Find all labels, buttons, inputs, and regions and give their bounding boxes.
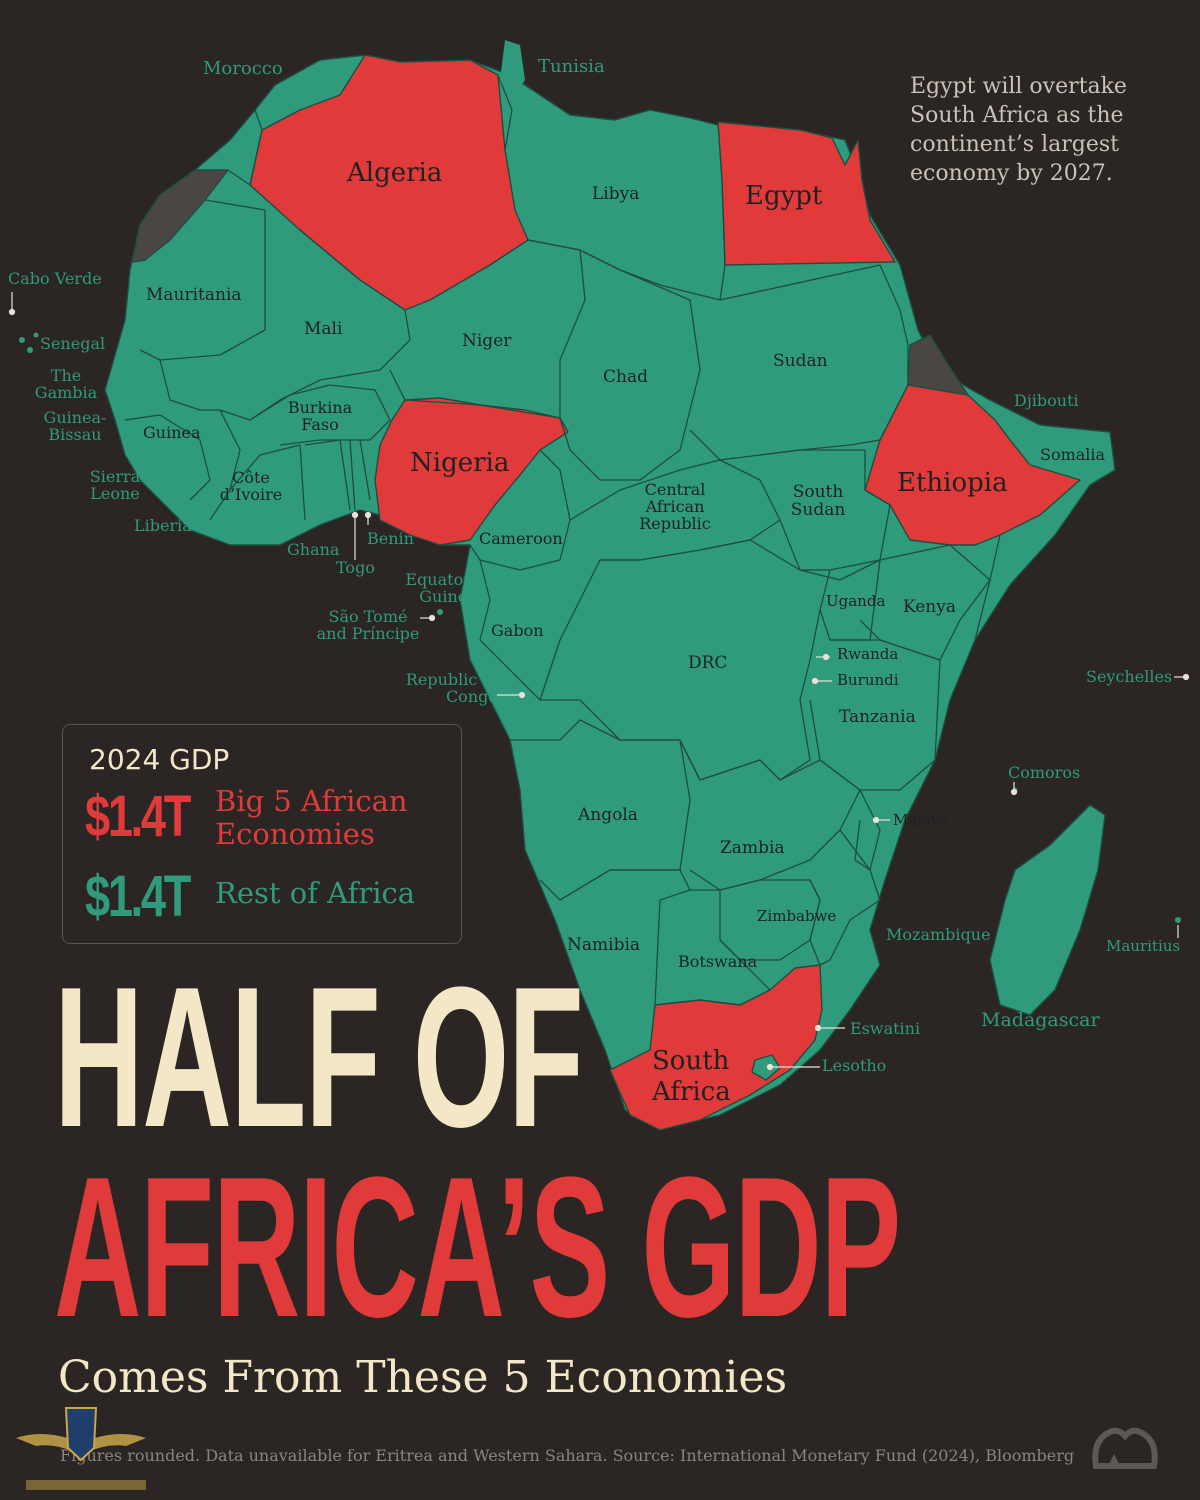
headline-line1: HALF OF bbox=[54, 946, 584, 1169]
label-zimbabwe: Zimbabwe bbox=[757, 907, 837, 925]
border-niger bbox=[389, 239, 586, 419]
label-rwanda: Rwanda bbox=[837, 645, 899, 663]
nigeria-shape bbox=[374, 397, 569, 546]
border-morocco bbox=[227, 109, 263, 186]
label-drc: DRC bbox=[688, 653, 728, 673]
legend-big5-line1: Big 5 African bbox=[215, 784, 408, 818]
label-seychelles: Seychelles bbox=[1086, 667, 1173, 686]
label-chad: Chad bbox=[603, 367, 648, 387]
label-benin: Benin bbox=[367, 529, 414, 548]
border-namibia bbox=[559, 869, 691, 1006]
border-zimbabwe bbox=[719, 879, 821, 961]
footer-source: Figures rounded. Data unavailable for Er… bbox=[60, 1446, 1075, 1465]
tunisia-coast bbox=[500, 40, 525, 100]
lesotho-shape bbox=[751, 1054, 781, 1081]
label-egypt: Egypt bbox=[745, 181, 823, 211]
label-lesotho: Lesotho bbox=[822, 1056, 887, 1075]
label-namibia: Namibia bbox=[567, 935, 641, 955]
label-south-africa: South Africa bbox=[652, 1046, 731, 1108]
label-kenya: Kenya bbox=[903, 597, 956, 617]
label-cabo-verde: Cabo Verde bbox=[8, 269, 102, 288]
label-sao-tome: São Tomé and Príncipe bbox=[316, 607, 420, 643]
label-senegal: Senegal bbox=[40, 334, 106, 353]
label-mauritius: Mauritius bbox=[1106, 937, 1181, 955]
label-algeria: Algeria bbox=[347, 158, 443, 188]
label-libya: Libya bbox=[592, 184, 640, 204]
label-botswana: Botswana bbox=[678, 952, 758, 971]
label-ghana: Ghana bbox=[287, 540, 340, 559]
label-south-sudan: South Sudan bbox=[790, 482, 846, 520]
label-mauritania: Mauritania bbox=[146, 285, 242, 305]
label-gambia: The Gambia bbox=[34, 366, 98, 402]
border-mauritania bbox=[139, 199, 266, 361]
label-angola: Angola bbox=[578, 805, 638, 825]
watermark-emblem-icon bbox=[16, 1407, 146, 1490]
label-cameroon: Cameroon bbox=[479, 529, 563, 548]
label-sudan: Sudan bbox=[773, 351, 828, 371]
legend-rest-value: $1.4T bbox=[85, 864, 191, 929]
legend-big5-line2: Economies bbox=[215, 817, 375, 852]
label-eswatini: Eswatini bbox=[850, 1019, 921, 1038]
label-madagascar: Madagascar bbox=[981, 1009, 1100, 1031]
label-car: Central African Republic bbox=[639, 480, 711, 533]
label-somalia: Somalia bbox=[1040, 445, 1106, 464]
label-niger: Niger bbox=[462, 331, 512, 351]
legend-rest-label: Rest of Africa bbox=[215, 876, 415, 910]
legend-title: 2024 GDP bbox=[89, 743, 230, 776]
border-burkina bbox=[249, 384, 391, 446]
label-burkina: Burkina Faso bbox=[287, 398, 353, 434]
label-gabon: Gabon bbox=[491, 621, 544, 640]
label-ethiopia: Ethiopia bbox=[897, 468, 1008, 498]
border-tunisia bbox=[497, 74, 513, 151]
legend-box: 2024 GDP $1.4T Big 5 African Economies $… bbox=[62, 724, 462, 944]
publisher-logo-icon bbox=[1092, 1427, 1158, 1469]
headline-subtitle: Comes From These 5 Economies bbox=[58, 1352, 788, 1403]
legend-big5-value: $1.4T bbox=[85, 784, 191, 849]
border-south-sudan bbox=[759, 449, 891, 581]
label-malawi: Malawi bbox=[893, 811, 949, 829]
madagascar-shape bbox=[989, 804, 1106, 1016]
label-tunisia: Tunisia bbox=[538, 56, 605, 77]
label-nigeria: Nigeria bbox=[410, 448, 510, 478]
label-tanzania: Tanzania bbox=[839, 707, 916, 727]
label-uganda: Uganda bbox=[826, 592, 886, 610]
label-eq-guinea: Equatorial Guinea bbox=[405, 570, 491, 606]
headline-line2: AFRICA’S GDP bbox=[54, 1136, 901, 1359]
label-cote: Côte d’Ivoire bbox=[219, 468, 283, 504]
label-congo: Republic of Congo bbox=[405, 670, 498, 706]
label-zambia: Zambia bbox=[720, 838, 785, 858]
label-guinea-bissau: Guinea-Bissau bbox=[43, 408, 107, 444]
border-libya-egypt bbox=[717, 121, 726, 301]
border-cote bbox=[229, 444, 306, 521]
border-ghana bbox=[304, 439, 351, 511]
label-burundi: Burundi bbox=[837, 671, 899, 689]
label-togo: Togo bbox=[336, 558, 375, 577]
label-djibouti: Djibouti bbox=[1014, 391, 1079, 410]
label-sierra-leone: Sierra Leone bbox=[89, 467, 141, 503]
border-gabon-congo bbox=[479, 559, 601, 701]
annotation-note: Egypt will overtake South Africa as the … bbox=[910, 74, 1127, 187]
border-botswana bbox=[654, 889, 771, 1006]
border-guinea bbox=[124, 414, 211, 501]
border-togo-benin bbox=[349, 439, 371, 511]
western-sahara bbox=[131, 169, 229, 263]
label-comoros: Comoros bbox=[1008, 763, 1081, 782]
label-morocco: Morocco bbox=[203, 58, 283, 79]
legend-big5-label: Big 5 African Economies bbox=[215, 784, 408, 852]
label-mali: Mali bbox=[304, 319, 343, 339]
label-mozambique: Mozambique bbox=[886, 925, 991, 944]
border-sudan bbox=[689, 264, 909, 461]
label-guinea: Guinea bbox=[143, 423, 201, 442]
border-chad bbox=[559, 249, 701, 481]
label-liberia: Liberia bbox=[134, 516, 192, 535]
